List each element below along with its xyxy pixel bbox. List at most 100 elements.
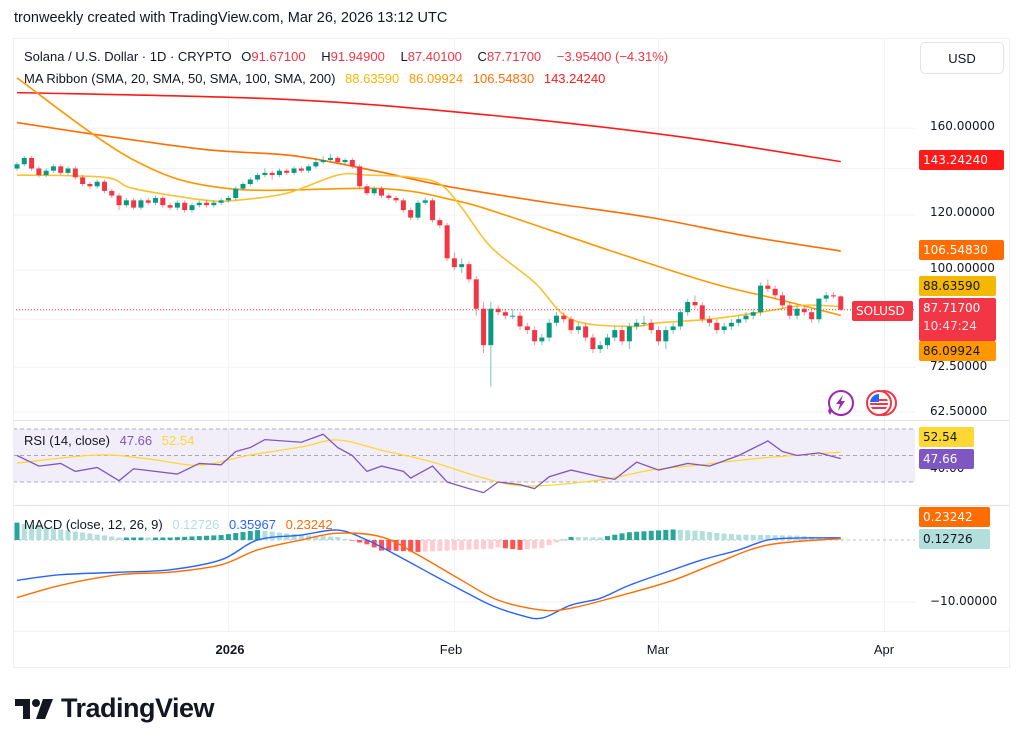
macd-histogram-bar xyxy=(619,533,625,540)
candle xyxy=(495,305,501,316)
candle xyxy=(604,333,610,350)
macd-histogram-bar xyxy=(648,530,654,540)
candle-body xyxy=(298,168,304,171)
sma50-line xyxy=(16,77,841,317)
candle-body xyxy=(153,197,159,203)
chart-caption: tronweekly created with TradingView.com,… xyxy=(14,10,448,26)
macd-histogram-bar xyxy=(335,536,341,540)
candle xyxy=(189,202,195,213)
macd-histogram-bar xyxy=(94,534,100,540)
candle xyxy=(109,188,115,198)
macd-histogram-bar xyxy=(298,535,304,540)
macd-histogram-bar xyxy=(714,532,720,540)
candle-body xyxy=(306,166,312,171)
macd-histogram-bar xyxy=(466,540,472,550)
candle xyxy=(532,326,538,346)
rsi-badge: 47.66 xyxy=(919,449,974,469)
us-flag-event-icon[interactable] xyxy=(862,389,902,419)
currency-button[interactable]: USD xyxy=(920,42,1004,74)
symbol-legend[interactable]: Solana / U.S. Dollar · 1D · CRYPTO O91.6… xyxy=(24,49,674,64)
symbol-tag: SOLUSD xyxy=(852,301,913,321)
candle-body xyxy=(561,315,567,320)
candle xyxy=(539,333,545,346)
macd-histogram-bar xyxy=(583,537,589,540)
candle-body xyxy=(495,308,501,313)
price-tick: 100.00000 xyxy=(930,261,995,275)
macd-histogram-bar xyxy=(524,540,530,550)
macd-histogram-bar xyxy=(189,536,195,540)
ma-ribbon-legend[interactable]: MA Ribbon (SMA, 20, SMA, 50, SMA, 100, S… xyxy=(24,71,611,86)
candle-body xyxy=(524,326,530,331)
candle xyxy=(160,195,166,208)
macd-histogram-bar xyxy=(415,540,421,552)
macd-histogram-bar xyxy=(211,535,217,540)
candle-body xyxy=(400,200,406,211)
macd-histogram-bar xyxy=(546,540,552,546)
sma200-line xyxy=(16,91,841,163)
candle xyxy=(801,305,807,316)
candle-body xyxy=(262,172,268,176)
macd-histogram-bar xyxy=(707,532,713,540)
candle-body xyxy=(335,157,341,163)
candle-body xyxy=(342,160,348,163)
candle xyxy=(451,252,457,271)
candle xyxy=(298,166,304,173)
price-tick: 72.50000 xyxy=(930,359,988,373)
candle xyxy=(575,322,581,334)
macd-legend[interactable]: MACD (close, 12, 26, 9) 0.12726 0.35967 … xyxy=(24,517,339,532)
candle xyxy=(80,175,86,187)
macd-tick: −10.00000 xyxy=(930,594,998,608)
candle xyxy=(473,276,479,316)
macd-histogram-bar xyxy=(80,532,86,540)
macd-histogram-bar xyxy=(604,536,610,540)
macd-histogram-bar xyxy=(43,527,49,540)
candle xyxy=(758,282,764,316)
macd-histogram-bar xyxy=(174,537,180,540)
macd-histogram-bar xyxy=(641,531,647,540)
candle xyxy=(677,308,683,331)
tradingview-wordmark: TradingView xyxy=(61,693,215,723)
candle xyxy=(101,179,107,194)
candle xyxy=(386,193,392,201)
ma-ribbon-title: MA Ribbon (SMA, 20, SMA, 50, SMA, 100, S… xyxy=(24,71,336,86)
candle xyxy=(269,170,275,180)
candle-body xyxy=(809,312,815,320)
candle xyxy=(320,155,326,165)
macd-title: MACD (close, 12, 26, 9) xyxy=(24,517,163,532)
candle xyxy=(728,319,734,331)
candle-body xyxy=(408,210,414,218)
lightning-event-icon[interactable] xyxy=(824,389,856,419)
open-value: 91.67100 xyxy=(251,49,306,64)
macd-pane xyxy=(13,522,915,620)
candle-body xyxy=(532,330,538,342)
change-value: −3.95400 (−4.31%) xyxy=(556,49,669,64)
candle-body xyxy=(160,197,166,206)
candle-body xyxy=(240,184,246,189)
macd-histogram-bar xyxy=(772,535,778,540)
symbol-title: Solana / U.S. Dollar · 1D · CRYPTO xyxy=(24,49,232,64)
tradingview-logo[interactable]: TradingView xyxy=(15,693,215,724)
macd-histogram-bar xyxy=(597,537,603,540)
macd-histogram-bar xyxy=(313,535,319,540)
candle xyxy=(707,315,713,327)
candle-body xyxy=(787,305,793,316)
macd-histogram-bar xyxy=(721,533,727,540)
rsi-legend[interactable]: RSI (14, close) 47.66 52.54 xyxy=(24,433,200,448)
candle-body xyxy=(349,160,355,167)
candle-body xyxy=(94,181,100,187)
candle xyxy=(568,315,574,334)
macd-histogram-bar xyxy=(532,540,538,549)
candle xyxy=(204,200,210,208)
candle xyxy=(233,186,239,201)
candle xyxy=(58,164,64,176)
histogram-badge: 0.12726 xyxy=(919,529,990,549)
macd-histogram-bar xyxy=(444,540,450,551)
candle xyxy=(422,197,428,206)
candle xyxy=(357,164,363,189)
candle xyxy=(14,162,20,171)
candle xyxy=(116,193,122,211)
candle-body xyxy=(14,164,20,169)
candle-body xyxy=(451,258,457,268)
candle-body xyxy=(145,200,151,203)
